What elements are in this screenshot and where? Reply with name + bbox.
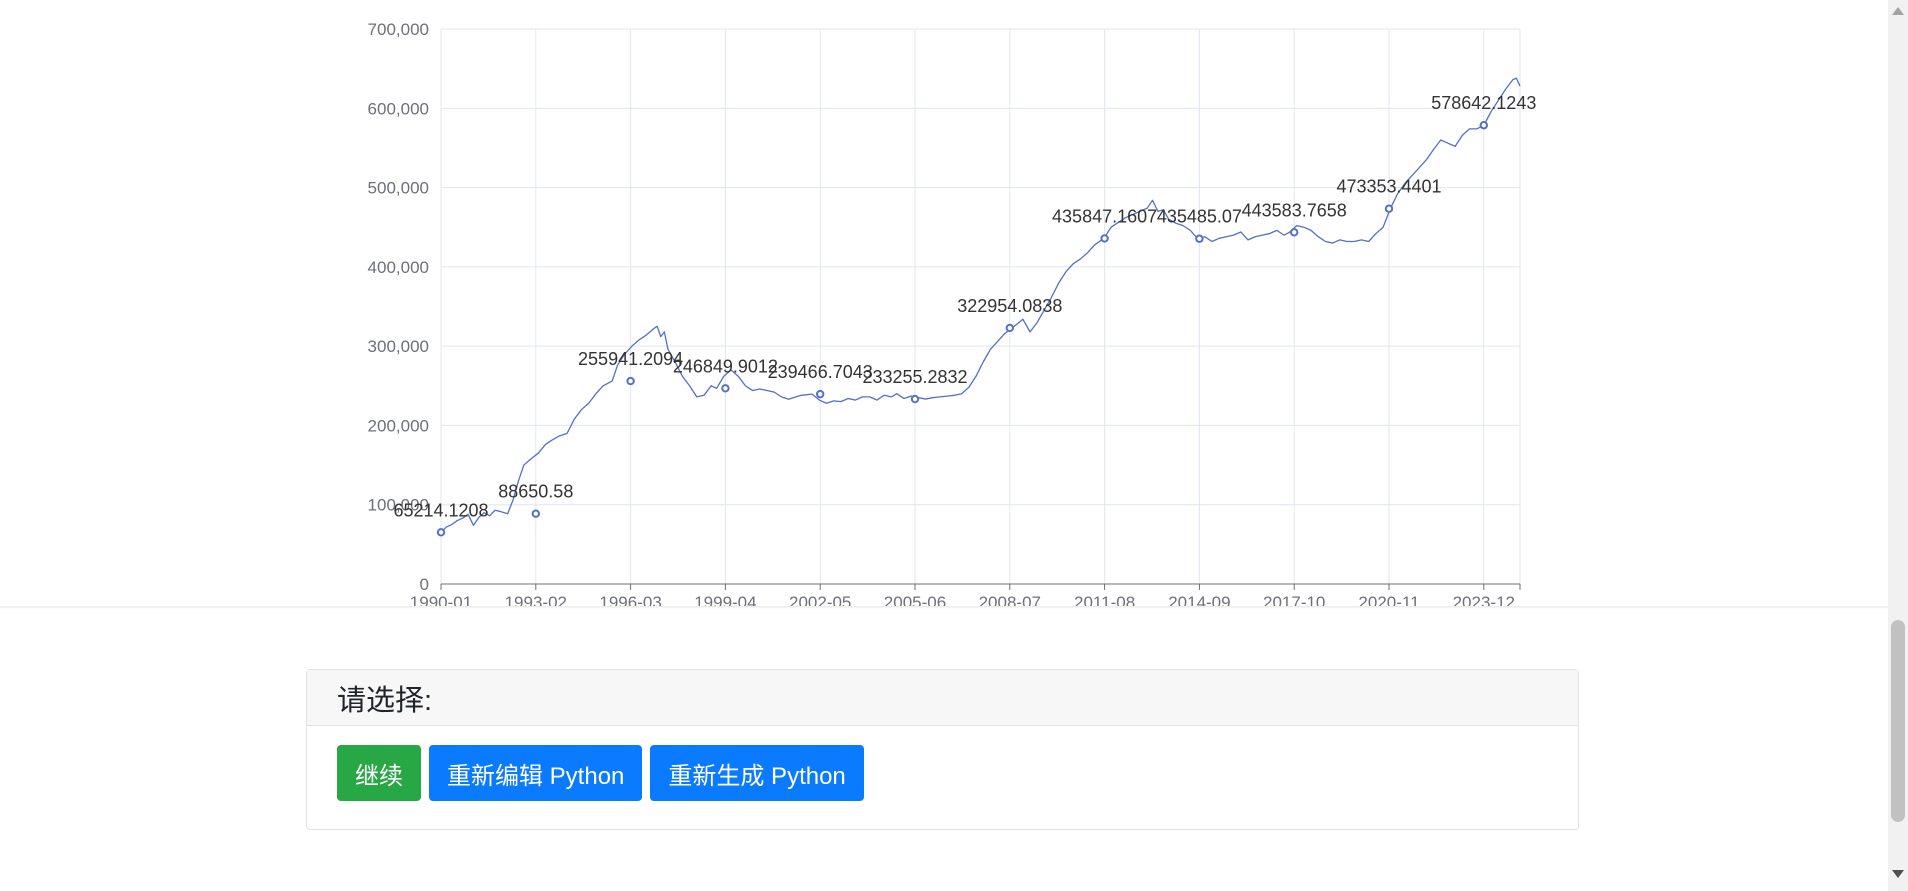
regenerate-python-button[interactable]: 重新生成 Python bbox=[650, 745, 864, 801]
card-title: 请选择: bbox=[337, 684, 433, 717]
data-point-marker bbox=[1290, 228, 1299, 237]
x-tick-label: 1996-03 bbox=[599, 593, 661, 608]
x-tick-label: 2005-06 bbox=[884, 593, 946, 608]
data-label: 435847.1607 bbox=[1052, 206, 1157, 226]
data-point-marker bbox=[1100, 234, 1109, 243]
y-tick-label: 0 bbox=[420, 575, 429, 594]
x-tick-label: 1993-02 bbox=[505, 593, 567, 608]
data-point-marker bbox=[1384, 204, 1394, 213]
chart-area: 0 100,000 200,000 300,000 400,000 500,000 600,… bbox=[367, 20, 1537, 608]
data-label: 239466.7043 bbox=[768, 362, 873, 382]
x-tick-label: 2020-11 bbox=[1358, 593, 1419, 608]
data-label: 246849.9012 bbox=[673, 356, 778, 376]
x-tick-label: 2023-12 bbox=[1453, 593, 1515, 608]
data-label: 578642.1243 bbox=[1431, 93, 1536, 113]
y-tick-label: 100,000 bbox=[368, 496, 429, 515]
data-point-marker bbox=[721, 384, 730, 393]
data-label: 443583.7658 bbox=[1242, 200, 1347, 220]
data-label: 435485.07 bbox=[1157, 207, 1242, 227]
data-point-marker bbox=[910, 394, 920, 404]
y-tick-label: 500,000 bbox=[368, 179, 429, 198]
y-tick-label: 300,000 bbox=[368, 337, 429, 356]
data-label: 473353.4401 bbox=[1336, 177, 1441, 197]
scroll-thumb[interactable] bbox=[1891, 620, 1905, 822]
card-header: 请选择: bbox=[307, 670, 1578, 726]
line-chart: 0 100,000 200,000 300,000 400,000 500,000 600,… bbox=[368, 20, 1537, 608]
data-label: 322954.0838 bbox=[957, 296, 1062, 316]
reedit-python-button[interactable]: 重新编辑 Python bbox=[429, 745, 643, 801]
section-divider bbox=[0, 606, 1888, 609]
x-tick-label: 1990-01 bbox=[410, 593, 472, 608]
y-tick-label: 400,000 bbox=[368, 258, 429, 277]
x-tick-label: 2017-10 bbox=[1263, 593, 1325, 608]
y-tick-label: 200,000 bbox=[368, 416, 429, 435]
x-tick-label: 2002-05 bbox=[789, 593, 851, 608]
vertical-scrollbar[interactable] bbox=[1888, 0, 1908, 891]
data-label: 88650.58 bbox=[498, 482, 573, 502]
data-point-marker bbox=[436, 528, 446, 537]
data-point-marker bbox=[1195, 234, 1204, 243]
data-point-marker bbox=[626, 376, 635, 386]
data-label: 65214.1208 bbox=[393, 500, 488, 520]
data-point-marker bbox=[816, 389, 825, 399]
y-tick-label: 700,000 bbox=[368, 20, 429, 39]
y-tick-label: 600,000 bbox=[368, 99, 429, 118]
card-body: 继续 重新编辑 Python 重新生成 Python bbox=[307, 726, 1578, 801]
data-point-marker bbox=[1479, 121, 1489, 130]
data-label: 233255.2832 bbox=[862, 367, 967, 387]
x-tick-label: 2014-09 bbox=[1168, 593, 1230, 608]
x-tick-label: 2011-08 bbox=[1074, 593, 1135, 608]
data-point-marker bbox=[1005, 323, 1014, 333]
data-point-marker bbox=[531, 509, 540, 518]
series-line bbox=[440, 77, 1521, 533]
x-tick-label: 2008-07 bbox=[979, 593, 1041, 608]
scroll-up-arrow-icon[interactable] bbox=[1888, 2, 1908, 20]
scroll-down-arrow-icon[interactable] bbox=[1888, 865, 1908, 883]
x-tick-label: 1999-04 bbox=[694, 593, 756, 608]
data-label: 255941.2094 bbox=[578, 349, 683, 369]
selection-card: 请选择: 继续 重新编辑 Python 重新生成 Python bbox=[306, 669, 1579, 830]
continue-button[interactable]: 继续 bbox=[337, 745, 421, 801]
